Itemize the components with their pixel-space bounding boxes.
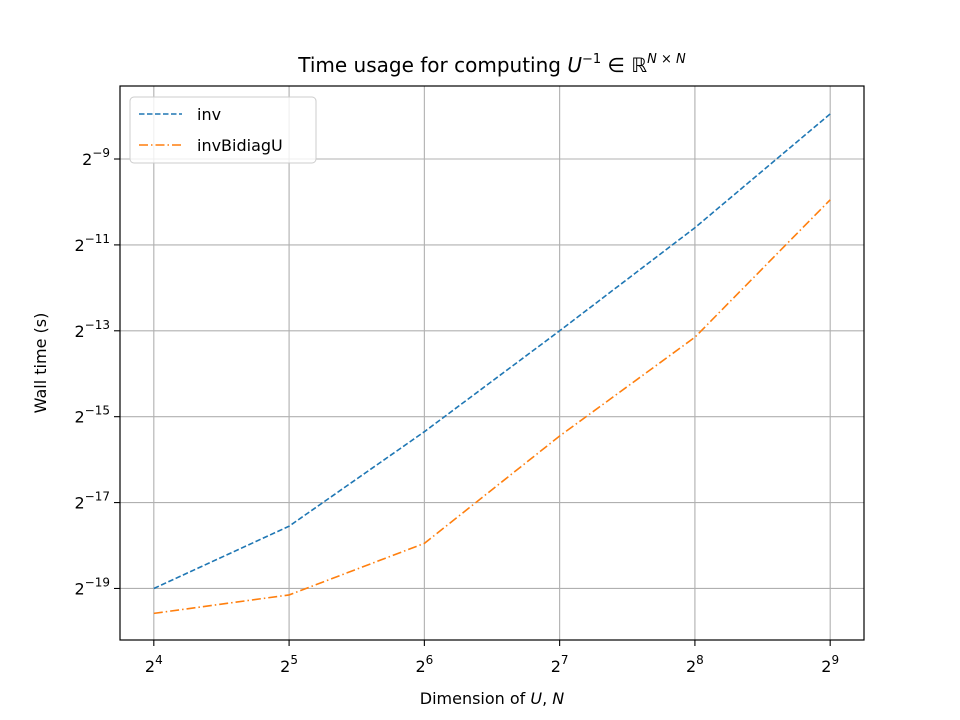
chart-title: Time usage for computing U−1 ∈ ℝN × N [297,52,686,77]
legend-label: inv [197,105,221,124]
y-tick-label: 2−19 [74,575,110,598]
legend-label: invBidiagU [197,136,283,155]
y-axis-title: Wall time (s) [31,313,50,414]
y-tick-label: 2−9 [82,146,110,169]
y-tick-label: 2−13 [74,318,110,341]
x-tick-label: 24 [145,653,163,676]
x-axis-title: Dimension of U, N [420,689,565,708]
series-line-inv [153,113,831,590]
y-axis-ticks: 2−9 2−11 2−13 2−15 2−17 2−19 [74,146,120,598]
x-tick-label: 28 [686,653,704,676]
x-tick-label: 25 [280,653,298,676]
y-tick-label: 2−17 [74,490,110,513]
plot-frame [119,85,865,641]
x-tick-label: 26 [415,653,433,676]
x-tick-label: 27 [551,653,569,676]
grid-lines [120,86,864,640]
y-tick-label: 2−15 [74,404,110,427]
legend: inv invBidiagU [129,96,317,164]
y-tick-label: 2−11 [74,232,110,255]
series-line-invBidiagU [153,199,831,615]
x-axis-ticks: 24 25 26 27 28 29 [145,640,839,676]
x-tick-label: 29 [821,653,839,676]
series-lines [153,113,831,615]
